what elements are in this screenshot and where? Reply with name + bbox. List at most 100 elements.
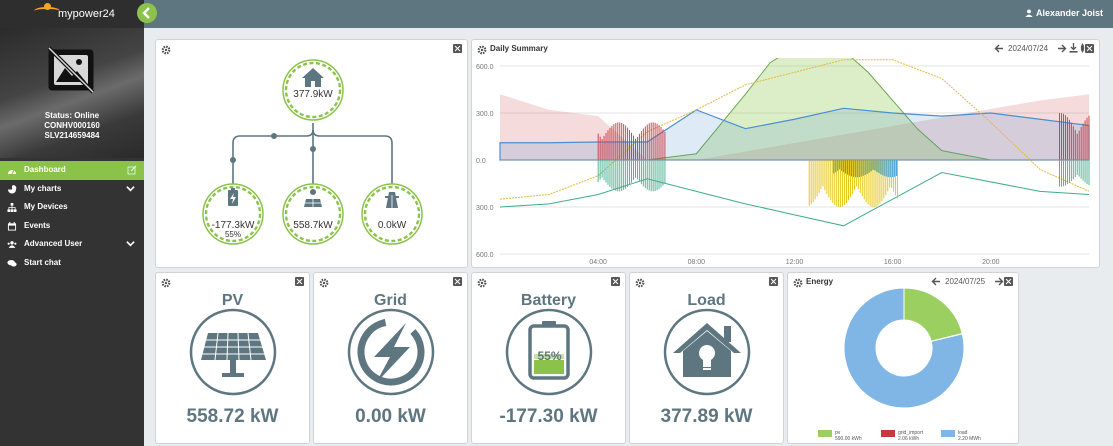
- top-bar: mypower24 Alexander Joist: [0, 0, 1113, 28]
- x-tick-label: 08:00: [688, 259, 706, 266]
- energy-donut-chart: [843, 287, 965, 409]
- tile-title: PV: [221, 292, 244, 309]
- sidebar-item-dashboard[interactable]: Dashboard: [0, 161, 144, 180]
- prev-arrow-icon[interactable]: [931, 277, 941, 286]
- sidebar-nav: Dashboard My charts My Devices Events Ad…: [0, 161, 144, 272]
- battery-tile: Battery 55% -177.30 kW: [471, 272, 626, 444]
- calendar-icon: [7, 221, 17, 231]
- series-line-soc: [499, 59, 1090, 200]
- collapse-sidebar-button[interactable]: [137, 3, 157, 23]
- battery-icon: [505, 308, 593, 396]
- tile-title: Load: [687, 292, 726, 309]
- gear-icon[interactable]: [477, 278, 487, 288]
- battery-flow-value: -177.3kW: [212, 220, 255, 231]
- gear-icon[interactable]: [161, 45, 171, 55]
- y-tick-label: 0.0: [476, 158, 486, 165]
- tile-value: 377.89 kW: [660, 406, 753, 427]
- close-icon[interactable]: [1085, 44, 1094, 53]
- close-icon[interactable]: [611, 277, 620, 286]
- gear-icon[interactable]: [319, 278, 329, 288]
- y-tick-label: 300.0: [476, 111, 494, 118]
- legend-value: 2.20 MWh: [958, 436, 981, 442]
- close-icon[interactable]: [453, 277, 462, 286]
- load-flow-value: 377.9kW: [293, 89, 333, 100]
- pie-chart-icon: [7, 184, 17, 194]
- solar-panel-icon: [189, 308, 277, 396]
- users-icon: [7, 241, 17, 248]
- grid-node[interactable]: 0.0kW: [361, 183, 423, 245]
- legend-item-grid-import: grid_import 2.06 kWh: [881, 430, 923, 442]
- y-tick-label: 600.0: [476, 64, 494, 71]
- sidebar-item-my-devices[interactable]: My Devices: [0, 198, 144, 217]
- daily-summary-chart: 600.0 300.0 0.0 300.0 600.0 04:00 08:00 12:00 16…: [476, 58, 1090, 266]
- battery-node[interactable]: -177.3kW 55%: [202, 183, 264, 245]
- prev-arrow-icon[interactable]: [994, 44, 1004, 53]
- tile-value: 558.72 kW: [186, 406, 279, 427]
- chevron-left-icon: [142, 7, 150, 19]
- edit-icon[interactable]: [127, 165, 137, 175]
- sidebar-item-start-chat[interactable]: Start chat: [0, 254, 144, 273]
- energy-panel: Energy 2024/07/25 pv 590.00 kWh grid_impo…: [787, 272, 1019, 444]
- gear-icon[interactable]: [477, 45, 487, 55]
- settings-icon[interactable]: [1079, 43, 1086, 53]
- sidebar-item-label: Dashboard: [24, 165, 66, 174]
- sidebar-item-advanced-user[interactable]: Advanced User: [0, 235, 144, 254]
- pv-node[interactable]: 558.7kW: [282, 183, 344, 245]
- chat-icon: [7, 259, 17, 266]
- gear-icon[interactable]: [161, 278, 171, 288]
- user-menu[interactable]: Alexander Joist: [1025, 8, 1103, 18]
- gear-icon[interactable]: [635, 278, 645, 288]
- tile-title: Grid: [374, 292, 407, 309]
- load-node[interactable]: 377.9kW: [282, 59, 344, 121]
- battery-soc-value: 55%: [225, 230, 241, 239]
- series-line-battery: [499, 172, 1090, 227]
- y-tick-label: 600.0: [476, 252, 494, 259]
- user-name: Alexander Joist: [1035, 8, 1103, 18]
- download-icon[interactable]: [1069, 43, 1078, 53]
- chevron-down-icon: [126, 241, 135, 247]
- sidebar-item-label: Advanced User: [24, 239, 83, 248]
- lightning-bolt-icon: [347, 308, 435, 396]
- brand-name: mypower24: [58, 8, 115, 20]
- legend-label: load: [958, 430, 968, 436]
- legend-label: grid_import: [898, 430, 924, 436]
- power-tower-icon: [385, 192, 399, 208]
- grid-flow-value: 0.0kW: [378, 220, 407, 231]
- energy-flow-panel: 377.9kW -177.3kW 55% 558.7kW: [155, 39, 468, 268]
- legend-swatch: [941, 430, 955, 437]
- x-tick-label: 16:00: [884, 259, 902, 266]
- house-lightbulb-icon: [663, 308, 751, 396]
- legend-item-load: load 2.20 MWh: [941, 430, 981, 442]
- device-id: CONHV000160: [44, 121, 100, 130]
- legend-value: 590.00 kWh: [835, 436, 862, 442]
- chart-date: 2024/07/24: [1008, 44, 1049, 53]
- next-arrow-icon[interactable]: [994, 277, 1004, 286]
- swoosh-icon: [34, 7, 60, 15]
- close-icon[interactable]: [453, 44, 462, 53]
- profile-area: Status: Online CONHV000160 SLV214659484: [0, 28, 144, 158]
- sidebar-item-events[interactable]: Events: [0, 217, 144, 236]
- series-area-grid-import: [500, 94, 1089, 160]
- sidebar-item-my-charts[interactable]: My charts: [0, 180, 144, 199]
- panel-title: Daily Summary: [490, 44, 548, 53]
- close-icon[interactable]: [1004, 277, 1013, 286]
- tile-value: 0.00 kW: [355, 406, 426, 427]
- donut-slice-load[interactable]: [843, 287, 965, 409]
- solar-panel-icon: [304, 189, 322, 207]
- sidebar-item-label: My Devices: [24, 202, 68, 211]
- legend-swatch: [818, 430, 832, 437]
- battery-soc-label: 55%: [537, 349, 562, 363]
- no-image-icon: [47, 46, 95, 94]
- legend-swatch: [881, 430, 895, 437]
- daily-summary-panel: Daily Summary 2024/07/24 600.0 300.0 0.0 30…: [471, 39, 1100, 268]
- close-icon[interactable]: [295, 277, 304, 286]
- dashboard-icon: [8, 169, 16, 175]
- device-serial: SLV214659484: [44, 131, 100, 140]
- close-icon[interactable]: [769, 277, 778, 286]
- sitemap-icon: [7, 203, 17, 212]
- chart-date: 2024/07/25: [945, 277, 986, 286]
- brand-logo: mypower24: [0, 0, 144, 28]
- gear-icon[interactable]: [793, 278, 803, 288]
- donut-slice-pv[interactable]: [903, 287, 963, 342]
- next-arrow-icon[interactable]: [1057, 44, 1067, 53]
